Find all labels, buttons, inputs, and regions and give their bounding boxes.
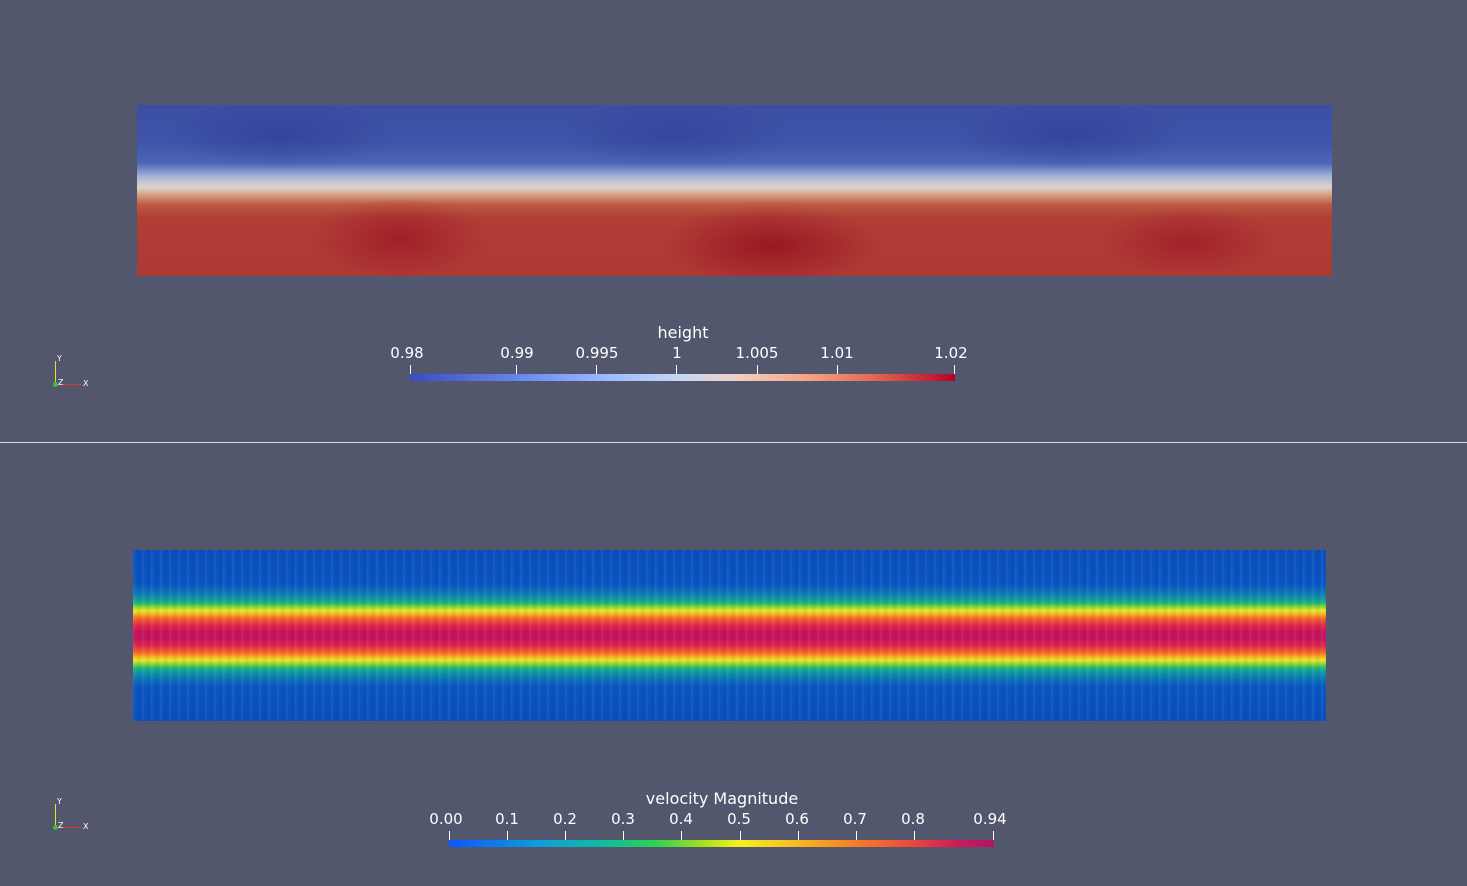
colorbar-tick	[856, 831, 857, 841]
colorbar-tick	[740, 831, 741, 841]
x-axis-label: X	[83, 379, 89, 388]
colorbar-tick	[993, 831, 994, 841]
colorbar-tick-label: 1.005	[735, 344, 779, 362]
x-axis-arrow	[56, 384, 82, 385]
colorbar-tick-label: 1.01	[820, 344, 854, 362]
colorbar-tick-label: 0.00	[429, 810, 463, 828]
render-view-velocity[interactable]: velocity Magnitude 0.00 0.1 0.2 0.3 0.4 …	[0, 443, 1467, 886]
colorbar-gradient	[449, 840, 994, 847]
view-divider[interactable]	[0, 442, 1467, 443]
colorbar-tick-label: 1	[672, 344, 682, 362]
y-axis-label: Y	[57, 354, 62, 363]
colorbar-tick	[757, 365, 758, 375]
x-axis-arrow	[56, 827, 82, 828]
colorbar-tick-label: 0.99	[500, 344, 534, 362]
colorbar-tick	[507, 831, 508, 841]
colorbar-tick-label: 0.3	[611, 810, 635, 828]
colorbar-title: velocity Magnitude	[645, 789, 799, 808]
height-field-render[interactable]	[137, 105, 1332, 276]
colorbar-tick	[596, 365, 597, 375]
colorbar-tick-label: 0.8	[901, 810, 925, 828]
colorbar-title: height	[657, 323, 709, 342]
orientation-axes: Y Z X	[52, 797, 92, 838]
colorbar-tick	[516, 365, 517, 375]
z-axis-marker	[53, 825, 58, 830]
colorbar-tick-label: 0.995	[575, 344, 619, 362]
colorbar-tick	[449, 831, 450, 841]
colorbar-tick-label: 0.4	[669, 810, 693, 828]
y-axis-arrow	[55, 361, 56, 384]
colorbar-gradient	[410, 374, 955, 381]
y-axis-label: Y	[57, 797, 62, 806]
colorbar-tick	[681, 831, 682, 841]
colorbar-tick-label: 1.02	[934, 344, 968, 362]
render-view-height[interactable]: height 0.98 0.99 0.995 1 1.005 1.01 1.02…	[0, 0, 1467, 442]
colorbar-tick	[798, 831, 799, 841]
colorbar-tick	[914, 831, 915, 841]
colorbar-tick	[410, 365, 411, 375]
z-axis-label: Z	[58, 378, 64, 387]
colorbar-tick-label: 0.5	[727, 810, 751, 828]
colorbar-tick	[676, 365, 677, 375]
velocity-field-render[interactable]	[133, 550, 1326, 721]
colorbar-tick-label: 0.2	[553, 810, 577, 828]
colorbar-tick	[565, 831, 566, 841]
colorbar-tick	[954, 365, 955, 375]
colorbar-tick	[837, 365, 838, 375]
colorbar-tick-label: 0.6	[785, 810, 809, 828]
x-axis-label: X	[83, 822, 89, 831]
z-axis-marker	[53, 382, 58, 387]
colorbar-tick-label: 0.1	[495, 810, 519, 828]
z-axis-label: Z	[58, 821, 64, 830]
colorbar-tick-label: 0.98	[390, 344, 424, 362]
colorbar-tick-label: 0.7	[843, 810, 867, 828]
y-axis-arrow	[55, 804, 56, 827]
colorbar-tick	[623, 831, 624, 841]
orientation-axes: Y Z X	[52, 354, 92, 395]
colorbar-tick-label: 0.94	[973, 810, 1007, 828]
